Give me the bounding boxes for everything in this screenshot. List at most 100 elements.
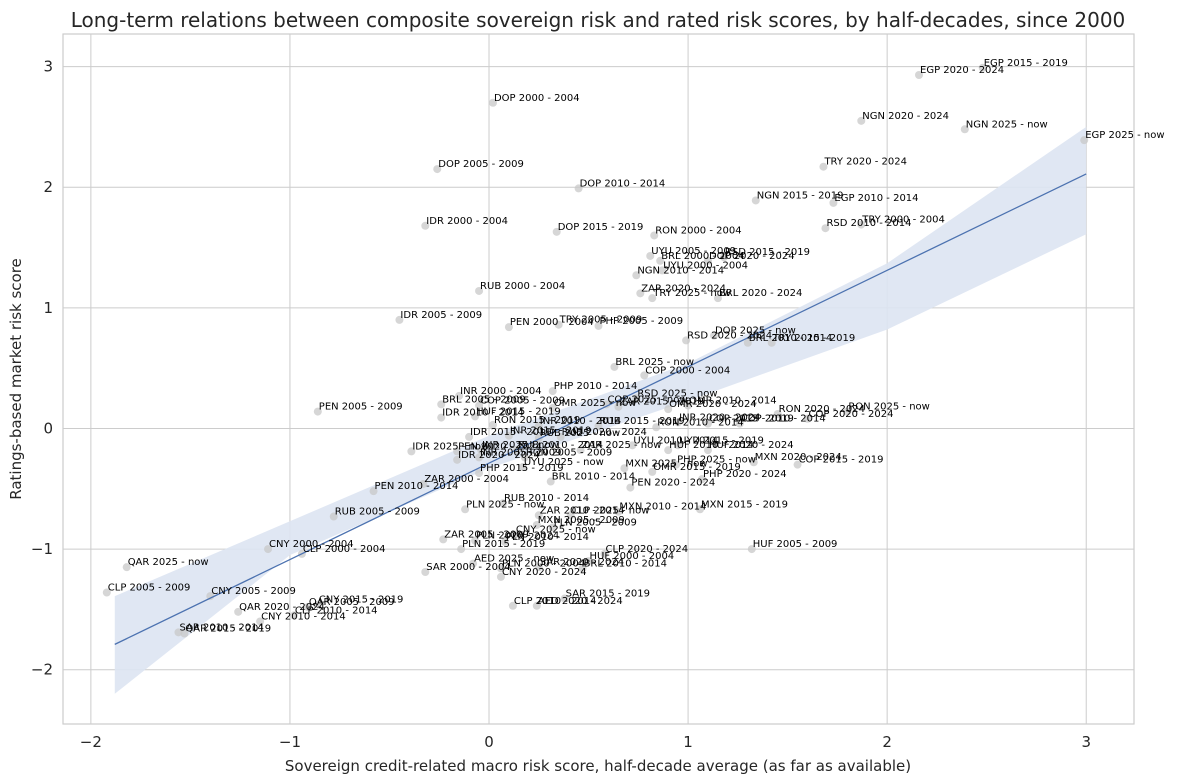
data-point <box>488 98 497 107</box>
data-point <box>656 256 665 265</box>
point-label: PEN 2020 - 2024 <box>458 441 542 452</box>
point-label: CLP 2005 - 2009 <box>108 583 191 594</box>
data-point <box>534 511 543 520</box>
data-point <box>504 431 513 440</box>
data-point <box>453 455 462 464</box>
data-point <box>552 227 561 236</box>
point-label: RON 2010 - 2014 <box>657 417 743 428</box>
point-label: OMR 2025 - now <box>554 398 637 409</box>
data-point <box>646 251 655 260</box>
point-label: CNY 2020 - 2024 <box>502 567 587 578</box>
data-point <box>698 475 707 484</box>
data-point <box>534 563 543 572</box>
data-point <box>626 483 635 492</box>
point-label: PLN 2015 - 2019 <box>462 539 545 550</box>
y-tick-labels: −2 −1 0 1 2 3 <box>31 58 53 679</box>
point-label: SAR 2015 - 2019 <box>566 589 650 600</box>
point-label: QAR 2020 - 2024 <box>239 602 325 613</box>
data-point <box>469 559 478 568</box>
point-label: RUB 2010 - 2014 <box>518 440 603 451</box>
point-label: DOP 2020 - 2024 <box>709 251 795 262</box>
data-point <box>329 512 338 521</box>
data-point <box>465 432 474 441</box>
data-point <box>475 286 484 295</box>
point-label: HUF 2000 - 2004 <box>590 551 675 562</box>
x-tick-label: −1 <box>279 733 301 751</box>
data-point <box>664 405 673 414</box>
data-point <box>457 545 466 554</box>
point-label: PHP 2005 - 2009 <box>600 316 684 327</box>
data-point <box>548 387 557 396</box>
data-point <box>652 423 661 432</box>
point-label: IDR 2010 - 2014 <box>442 408 524 419</box>
point-label: BRL 2005 - 2009 <box>442 394 525 405</box>
data-point <box>518 463 527 472</box>
point-label: OMR 2015 - 2019 <box>653 462 741 473</box>
data-point <box>421 221 430 230</box>
point-label: HUF 2005 - 2009 <box>753 539 838 550</box>
point-label: PLN 2005 - 2009 <box>554 517 637 528</box>
point-label: COP 2015 - 2019 <box>709 414 794 425</box>
point-label: SAR 2010 - 2014 <box>179 622 263 633</box>
data-point <box>819 162 828 171</box>
point-label: EGP 2015 - 2019 <box>984 58 1068 69</box>
data-point <box>453 447 462 456</box>
data-point <box>407 447 416 456</box>
point-label: CNY 2015 - 2019 <box>319 595 404 606</box>
data-point <box>475 401 484 410</box>
point-label: NGN 2025 - now <box>966 119 1048 130</box>
point-label: PLN 2020 - 2024 <box>476 531 559 542</box>
point-label: IDR 2020 - 2024 <box>458 450 540 461</box>
point-label: COP 2010 - 2014 <box>741 414 826 425</box>
point-label: MXN 2005 - 2009 <box>538 515 625 526</box>
data-point <box>574 184 583 193</box>
regression-line <box>114 173 1087 645</box>
point-label: ZAR 2005 - 2009 <box>444 529 529 540</box>
data-point <box>475 453 484 462</box>
x-axis-label: Sovereign credit-related macro risk scor… <box>285 757 911 775</box>
confidence-band <box>114 126 1087 694</box>
point-label: TRY 2025 - now <box>652 288 731 299</box>
data-point <box>703 256 712 265</box>
data-point <box>548 523 557 532</box>
point-label: HUF 2020 - 2024 <box>709 440 794 451</box>
point-label: UYU 2000 - 2004 <box>663 260 748 271</box>
data-point <box>508 601 517 610</box>
data-point <box>532 601 541 610</box>
point-label: BRL 2010 - 2014 <box>584 558 667 569</box>
point-label: COP 2005 - 2009 <box>480 396 565 407</box>
x-tick-label: 2 <box>882 733 892 751</box>
point-label: CNY 2025 - now <box>516 525 596 536</box>
point-label: RON 2020 - 2024 <box>779 404 865 415</box>
data-point <box>674 418 683 427</box>
data-point <box>437 413 446 422</box>
data-point <box>749 458 758 467</box>
data-point <box>620 464 629 473</box>
point-label: RUB 2015 - 2019 <box>600 416 685 427</box>
point-label: MXN 2010 - 2014 <box>619 502 706 513</box>
data-point <box>610 362 619 371</box>
point-label: DOP 2025 - now <box>715 326 796 337</box>
data-point <box>915 71 924 80</box>
point-label: QAR 2025 - now <box>128 557 209 568</box>
point-label: COP 2020 - 2024 <box>809 409 894 420</box>
y-tick-label: 1 <box>43 299 53 317</box>
point-label: COP 2000 - 2004 <box>645 365 730 376</box>
point-label: PHP 2010 - 2014 <box>554 381 638 392</box>
data-point <box>500 537 509 546</box>
regression-layer <box>114 173 1087 645</box>
point-label: UYU 2005 - 2009 <box>651 246 736 257</box>
point-label: BRL 2025 - now <box>615 357 694 368</box>
data-point <box>682 336 691 345</box>
data-point <box>803 414 812 423</box>
point-label: NGN 2010 - 2014 <box>637 265 724 276</box>
data-point <box>122 563 131 572</box>
point-label: UYU 2025 - now <box>524 457 604 468</box>
point-label: COP 2015 - 2019 <box>799 455 884 466</box>
point-label: IDR 2000 - 2004 <box>426 216 508 227</box>
point-label: NGN 2015 - 2019 <box>757 190 844 201</box>
confidence-band-layer <box>114 126 1087 694</box>
data-point <box>747 545 756 554</box>
